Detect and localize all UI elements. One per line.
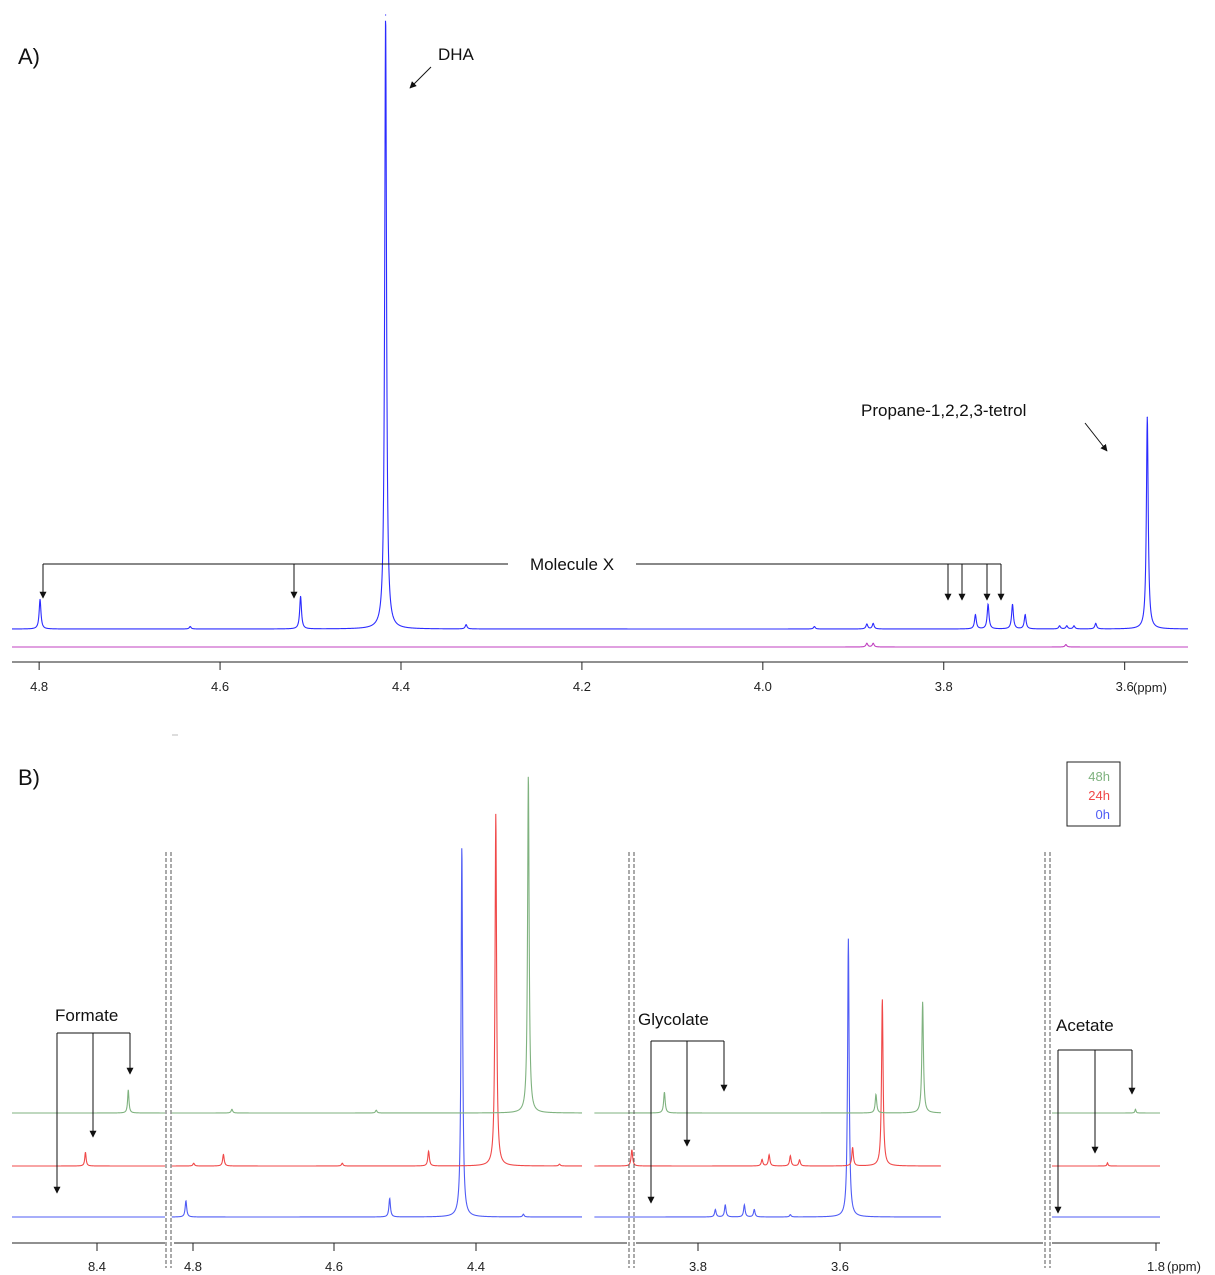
x-tick-label: 4.2 (573, 679, 591, 694)
spectrum-24h-segment (1052, 1161, 1160, 1167)
panel-b: B) 8.4 4.8 4.6 4.4 3.8 3.6 1.8 (ppm) Formate (12, 761, 1201, 1274)
dha-arrow (409, 66, 432, 89)
x-tick-label: 4.4 (467, 1259, 485, 1274)
peak-marker (385, 14, 387, 16)
peak-marker (39, 598, 41, 601)
peak-marker (1011, 603, 1014, 606)
spectrum-24h-segment (171, 813, 583, 1167)
x-tick-label: 4.8 (30, 679, 48, 694)
peak-marker (987, 603, 989, 606)
spectrum-24h-segment (594, 999, 941, 1167)
x-tick-label: 4.6 (211, 679, 229, 694)
panel-a-x-unit: (ppm) (1133, 680, 1167, 695)
x-tick-label: 3.8 (935, 679, 953, 694)
formate-bracket (53, 1032, 134, 1194)
axis-break-1 (165, 852, 172, 1268)
x-tick-label: 3.6 (831, 1259, 849, 1274)
peak-marker (299, 595, 302, 598)
spectrum-48h-segment (1052, 1108, 1160, 1114)
x-tick-label: 8.4 (88, 1259, 106, 1274)
panel-b-ticks: 8.4 4.8 4.6 4.4 3.8 3.6 1.8 (88, 1243, 1165, 1274)
spectrum-24h-segment (12, 1151, 165, 1167)
acetate-bracket (1054, 1049, 1136, 1214)
panel-a-ticks: 4.8 4.6 4.4 4.2 4.0 3.8 3.6 (30, 662, 1134, 694)
axis-break-2 (628, 852, 635, 1268)
panel-b-x-unit: (ppm) (1167, 1259, 1201, 1274)
spectrum-0h-segment (594, 938, 941, 1218)
spectrum-48h-segment (12, 1089, 165, 1114)
tetrol-label: Propane-1,2,2,3-tetrol (861, 401, 1026, 420)
x-tick-label: 3.6 (1116, 679, 1134, 694)
x-tick-label: 1.8 (1147, 1259, 1165, 1274)
glycolate-bracket (647, 1040, 728, 1204)
x-tick-label: 3.8 (689, 1259, 707, 1274)
panel-a-label: A) (18, 44, 40, 69)
dha-label: DHA (438, 45, 475, 64)
panel-a-spectra (12, 14, 1188, 648)
spectrum-48h-segment (171, 776, 583, 1114)
spectrum-line (12, 20, 1188, 630)
peak-marker (974, 614, 977, 616)
x-tick-label: 4.4 (392, 679, 410, 694)
peak-marker (1024, 614, 1026, 616)
formate-label: Formate (55, 1006, 118, 1025)
x-tick-label: 4.6 (325, 1259, 343, 1274)
legend-entry-0h: 0h (1096, 807, 1110, 822)
peak-marker (1146, 416, 1148, 418)
legend: 48h 24h 0h (1066, 761, 1121, 827)
acetate-label: Acetate (1056, 1016, 1114, 1035)
molecule-x-bracket: Molecule X (39, 555, 1005, 601)
panel-a: A) 4.8 4.6 4.4 4.2 4.0 3.8 3.6 (ppm) DHA Propa… (12, 14, 1188, 695)
spectrum-48h-segment (594, 1001, 941, 1114)
x-tick-label: 4.0 (754, 679, 772, 694)
glycolate-label: Glycolate (638, 1010, 709, 1029)
panel-b-label: B) (18, 765, 40, 790)
x-tick-label: 4.8 (184, 1259, 202, 1274)
legend-entry-24h: 24h (1088, 788, 1110, 803)
reference-spectrum-line (12, 642, 1188, 648)
legend-entry-48h: 48h (1088, 769, 1110, 784)
spectrum-0h-segment (171, 848, 583, 1218)
molecule-x-label: Molecule X (530, 555, 614, 574)
tetrol-arrow (1084, 422, 1108, 452)
axis-break-3 (1044, 852, 1051, 1268)
panel-b-spectra (12, 776, 1160, 1218)
legend-box (1066, 761, 1121, 827)
